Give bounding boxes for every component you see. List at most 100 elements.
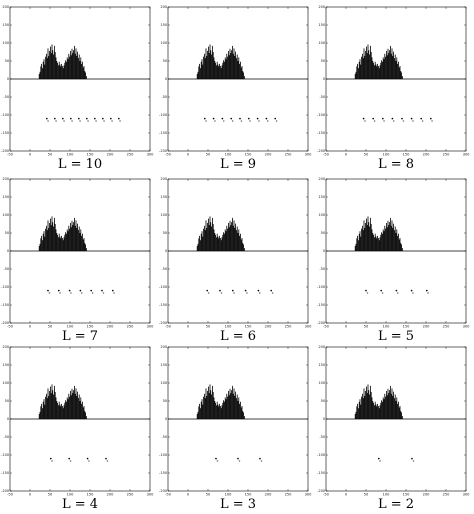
centroid-point bbox=[47, 289, 49, 292]
centroid-point bbox=[54, 117, 56, 120]
centroid-label: c bbox=[427, 291, 429, 295]
centroid-point bbox=[256, 117, 259, 120]
histogram-bar bbox=[65, 60, 66, 79]
centroid-point bbox=[232, 289, 234, 292]
histogram-bar bbox=[391, 220, 393, 251]
centroid-label: c bbox=[241, 119, 243, 123]
x-tick-label: -50 bbox=[323, 153, 330, 157]
histogram-bar bbox=[60, 406, 62, 419]
y-tick-label: 100 bbox=[160, 213, 168, 217]
panel-caption: L = 8 bbox=[377, 157, 415, 172]
histogram-bar bbox=[201, 59, 203, 79]
histogram-bar bbox=[62, 238, 63, 251]
histogram-bar bbox=[39, 243, 41, 251]
centroid-point bbox=[110, 117, 112, 120]
histogram-bar bbox=[236, 54, 238, 79]
histogram-bar bbox=[377, 235, 378, 251]
histogram-bar bbox=[224, 233, 225, 251]
histogram-bar bbox=[231, 50, 232, 79]
histogram-bar bbox=[231, 222, 232, 251]
histogram-bar bbox=[202, 236, 204, 251]
histogram-bar bbox=[364, 55, 366, 79]
centroid-label: c bbox=[258, 119, 260, 123]
centroid-point bbox=[378, 457, 380, 460]
histogram-bar bbox=[62, 408, 64, 419]
histogram-bar bbox=[401, 412, 402, 419]
histogram-bar bbox=[359, 399, 361, 419]
histogram-bar bbox=[220, 240, 222, 251]
histogram-bar bbox=[216, 401, 218, 419]
histogram-bar bbox=[70, 222, 71, 251]
histogram-bar bbox=[233, 388, 235, 419]
histogram-bar bbox=[220, 238, 221, 251]
histogram-bar bbox=[360, 64, 362, 79]
histogram-bar bbox=[207, 390, 208, 419]
histogram-bar bbox=[236, 226, 238, 251]
y-tick-label: 150 bbox=[318, 23, 326, 27]
histogram-bar bbox=[54, 385, 55, 419]
x-tick-label: 50 bbox=[206, 493, 211, 497]
histogram-bar bbox=[224, 57, 226, 79]
centroid-label: c bbox=[412, 291, 414, 295]
histogram-bar bbox=[78, 230, 79, 251]
centroid-label: c bbox=[221, 291, 223, 295]
histogram-bar bbox=[386, 50, 387, 79]
centroid-label: c bbox=[422, 119, 424, 123]
centroid-point bbox=[70, 117, 72, 120]
histogram-bar bbox=[204, 53, 205, 79]
histogram-bar bbox=[82, 401, 83, 419]
histogram-bar bbox=[360, 404, 362, 419]
histogram-bar bbox=[379, 237, 381, 251]
y-tick-label: 200 bbox=[160, 5, 168, 9]
histogram-bar bbox=[67, 399, 69, 419]
histogram-bar bbox=[360, 236, 362, 251]
histogram-bar bbox=[237, 233, 239, 251]
histogram-bar bbox=[224, 61, 225, 79]
histogram-bar bbox=[83, 66, 85, 79]
x-tick-label: 250 bbox=[285, 153, 293, 157]
panel-caption: L = 5 bbox=[377, 329, 415, 344]
panel-caption: L = 10 bbox=[57, 157, 103, 172]
histogram-bar bbox=[46, 393, 47, 419]
histogram-bar bbox=[244, 416, 245, 419]
histogram-bar bbox=[50, 393, 52, 419]
histogram-bar bbox=[391, 48, 393, 79]
x-tick-label: 0 bbox=[345, 153, 348, 157]
centroid-point bbox=[221, 117, 224, 120]
histogram-bar bbox=[58, 61, 60, 79]
histogram-bar bbox=[82, 407, 84, 419]
histogram-bar bbox=[385, 396, 386, 419]
histogram-bar bbox=[376, 66, 378, 79]
histogram-bar bbox=[389, 222, 390, 251]
histogram-bar bbox=[378, 68, 380, 79]
histogram-bar bbox=[358, 61, 360, 79]
histogram-bar bbox=[202, 404, 204, 419]
histogram-bar bbox=[49, 50, 50, 79]
histogram-bar bbox=[397, 235, 398, 251]
histogram-bar bbox=[69, 396, 70, 419]
histogram-bar bbox=[81, 403, 82, 419]
histogram-bar bbox=[52, 390, 54, 419]
y-tick-label: 0 bbox=[165, 417, 168, 421]
histogram-bar bbox=[234, 227, 236, 251]
centroid-point bbox=[86, 457, 89, 460]
centroid-label: c bbox=[379, 459, 381, 463]
histogram-bar bbox=[199, 235, 200, 251]
histogram-bar bbox=[393, 391, 394, 419]
y-tick-label: 150 bbox=[2, 195, 10, 199]
histogram-bar bbox=[200, 240, 201, 251]
histogram-bar bbox=[217, 236, 219, 251]
centroid-label: c bbox=[71, 119, 73, 123]
histogram-bar bbox=[62, 406, 63, 419]
histogram-bar bbox=[369, 394, 370, 419]
histogram-bar bbox=[46, 398, 48, 419]
histogram-bar bbox=[374, 61, 376, 79]
centroid-point bbox=[410, 289, 413, 292]
histogram-bar bbox=[62, 240, 64, 251]
histogram-bar bbox=[369, 54, 370, 79]
histogram-bar bbox=[40, 66, 42, 79]
histogram-bar bbox=[239, 235, 240, 251]
x-tick-label: 100 bbox=[383, 153, 391, 157]
histogram-bar bbox=[54, 224, 56, 251]
chart-svg: -50 0 50 100 150 200 250 300 200 150 100 50 0 -50 -100… bbox=[159, 5, 312, 157]
